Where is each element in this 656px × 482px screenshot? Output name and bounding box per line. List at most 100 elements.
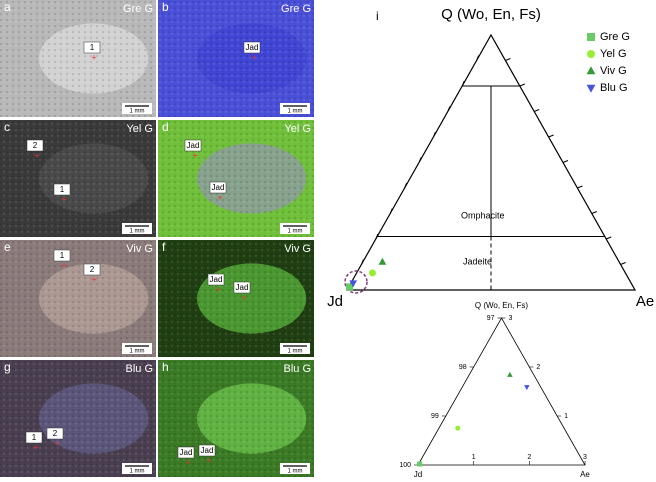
tick-label: 99 [431, 413, 439, 420]
spot-label-box [53, 183, 71, 196]
scale-label: 1 mm [130, 469, 145, 475]
spot-label: Jad [236, 283, 249, 292]
scale-bar-box [280, 103, 310, 114]
texture [0, 240, 156, 357]
scale-bar-box [122, 223, 152, 234]
spot-label: 2 [90, 265, 95, 274]
spot-label: Jad [210, 275, 223, 284]
panel-letter: i [376, 9, 379, 23]
spot-label: Jad [212, 183, 225, 192]
panel-letter: c [4, 120, 10, 134]
panel-letter: a [4, 0, 11, 14]
texture [158, 240, 314, 357]
legend-marker [586, 84, 596, 93]
spot-label-box [83, 263, 101, 276]
scale-label: 1 mm [130, 229, 145, 235]
spot-mark: + [54, 438, 59, 448]
region-label: Jadeite [463, 256, 492, 266]
legend-marker [586, 66, 596, 75]
sample-label: Yel G [284, 123, 311, 135]
edge-tick [534, 109, 540, 112]
edge-tick [577, 185, 583, 189]
scale-label: 1 mm [288, 349, 303, 355]
spot-mark: + [217, 192, 222, 202]
spot-label-box [184, 139, 202, 152]
spot-label-box [209, 181, 227, 194]
texture [158, 360, 314, 477]
spot-mark: + [215, 284, 220, 294]
sample-label: Blu G [283, 363, 311, 375]
tick-label: 3 [509, 315, 513, 322]
scale-label: 1 mm [130, 109, 145, 115]
spot-label: 1 [90, 43, 95, 52]
scale-label: 1 mm [288, 229, 303, 235]
legend-marker [587, 50, 595, 58]
edge-tick [360, 259, 364, 265]
edge-tick [548, 134, 554, 138]
spot-mark: + [185, 457, 190, 467]
edge-tick [404, 182, 408, 189]
scale-bar-box [280, 463, 310, 474]
spot-mark: + [91, 52, 96, 62]
spot-label: 1 [60, 185, 65, 194]
corner-label: Ae [580, 470, 590, 479]
panel-letter: f [162, 240, 166, 254]
tick-label: 2 [527, 454, 531, 461]
spot-label-box [53, 249, 71, 262]
spot-label: 2 [53, 429, 58, 438]
spot-label-box [46, 427, 64, 440]
edge-tick [476, 55, 480, 61]
spot-label-box [207, 273, 225, 286]
spot-mark: + [61, 194, 66, 204]
spot-mark: + [206, 455, 211, 465]
panel-letter: d [162, 120, 169, 134]
spot-label: Jad [180, 448, 193, 457]
edge-tick [620, 262, 626, 265]
sample-label: Blu G [125, 363, 153, 375]
data-point [417, 461, 423, 467]
edge-tick [606, 236, 612, 240]
spot-mark: + [33, 442, 38, 452]
highlight-circle [344, 270, 368, 294]
texture [0, 120, 156, 237]
legend-label: Blu G [600, 82, 628, 94]
data-point [507, 371, 513, 377]
spot-label: 2 [33, 141, 38, 150]
spot-mark: + [241, 292, 246, 302]
texture [158, 120, 314, 237]
legend-label: Yel G [600, 48, 627, 60]
sample-label: Yel G [126, 123, 153, 135]
apex-label: Q (Wo, En, Fs) [441, 6, 541, 23]
tick-label: 97 [487, 315, 495, 322]
spot-label-box [198, 444, 216, 457]
spot-label: Jad [201, 446, 214, 455]
apex-label: Q (Wo, En, Fs) [475, 301, 529, 310]
corner-label: Jd [327, 293, 343, 310]
edge-tick [591, 211, 597, 214]
edge-tick [519, 83, 525, 87]
sample-label: Viv G [284, 243, 311, 255]
edge-tick [505, 58, 511, 61]
tick-label: 98 [459, 364, 467, 371]
spot-mark: + [251, 52, 256, 62]
spot-label: 1 [32, 433, 37, 442]
texture [158, 0, 314, 117]
data-point [349, 280, 358, 288]
scale-bar-box [122, 343, 152, 354]
edge-tick [418, 157, 422, 163]
sample-label: Gre G [123, 3, 153, 15]
panel-letter: h [162, 360, 169, 374]
scale-bar-box [122, 103, 152, 114]
texture [0, 0, 156, 117]
tick-label: 2 [536, 364, 540, 371]
spot-mark: + [34, 150, 39, 160]
edge-tick [389, 208, 393, 214]
spot-label-box [25, 431, 43, 444]
scale-bar-box [122, 463, 152, 474]
tick-label: 1 [564, 413, 568, 420]
edge-tick [375, 233, 379, 240]
scale-label: 1 mm [288, 469, 303, 475]
spot-label-box [177, 446, 195, 459]
panel-letter: b [162, 0, 169, 14]
